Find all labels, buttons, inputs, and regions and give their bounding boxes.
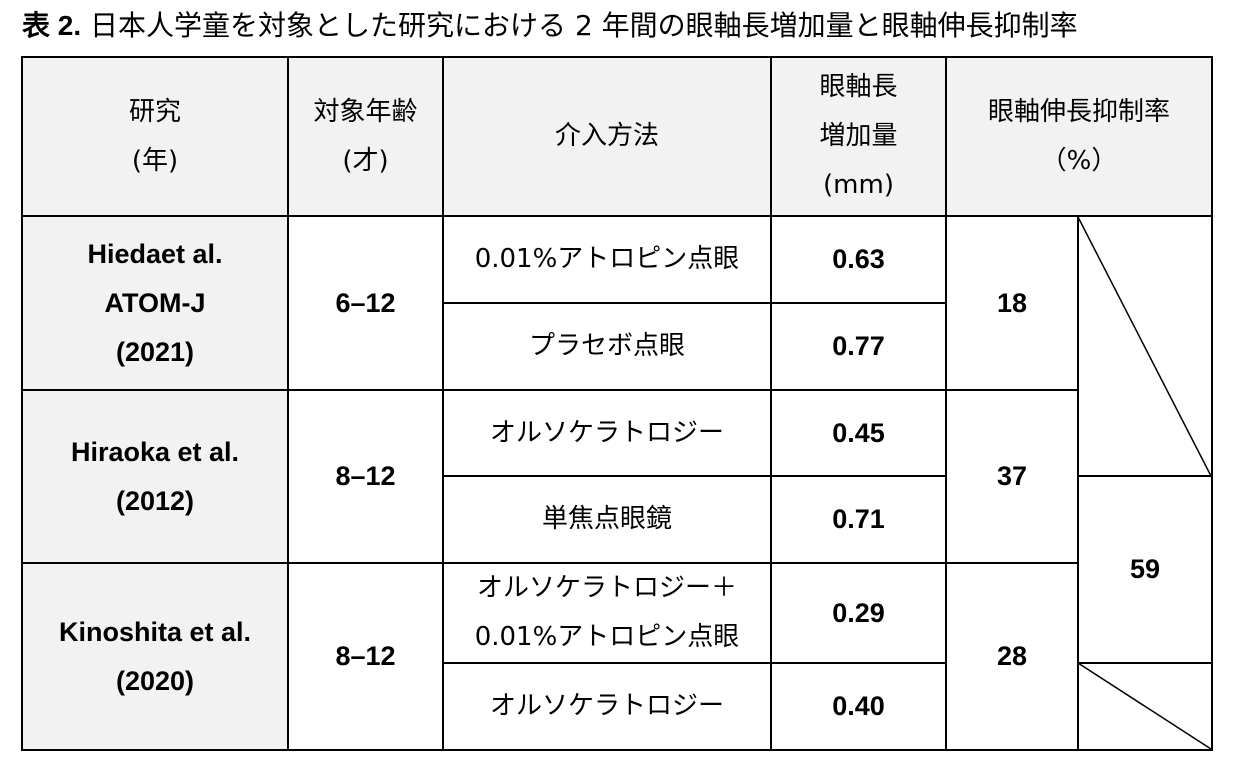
header-cell: 眼軸伸長抑制率 （%） <box>945 56 1213 217</box>
cell-text: 眼軸伸長抑制率 <box>987 96 1170 127</box>
study-name: Hiedaet al. ATOM-J (2021) <box>21 215 289 391</box>
axial-increase: 0.63 <box>770 215 947 304</box>
cell-text: (mm) <box>823 170 894 200</box>
table-title: 表 2. 日本人学童を対象とした研究における 2 年間の眼軸長増加量と眼軸伸長抑… <box>22 4 1078 44</box>
cell-text: 介入方法 <box>554 121 659 151</box>
cell-text: オルソケラトロジー <box>489 691 724 721</box>
cell-text: 0.29 <box>832 597 885 628</box>
empty-cell <box>1077 662 1213 751</box>
header-cell: 対象年齢 (才) <box>287 56 444 217</box>
cell-text: (才) <box>342 145 389 176</box>
diagonal <box>1077 662 1212 750</box>
cell-text: 0.77 <box>832 331 885 361</box>
cell-text: （%） <box>1040 145 1118 176</box>
study-name: Hiraoka et al. (2012) <box>21 389 289 564</box>
cell-text: Kinoshita et al. <box>58 616 252 647</box>
cell-text: Hiedaet al. <box>87 238 223 269</box>
cell-text: 眼軸長 <box>819 72 898 102</box>
cell-text: 0.01%アトロピン点眼 <box>474 244 740 274</box>
cell-text: 6–12 <box>335 287 396 318</box>
cell-text: オルソケラトロジー <box>489 417 724 448</box>
cell-text: (2020) <box>115 665 195 696</box>
cell-text: 28 <box>996 641 1028 671</box>
cell-text: 対象年齢 <box>313 96 418 127</box>
cell-text: 0.01%アトロピン点眼 <box>474 622 740 652</box>
diagonal <box>1077 216 1212 477</box>
cell-text: 0.71 <box>832 504 885 534</box>
cell-text: オルソケラトロジー＋ <box>476 573 737 603</box>
method: 0.01%アトロピン点眼 <box>442 215 772 304</box>
cell-text: (2021) <box>115 336 195 367</box>
cell-text: 8–12 <box>335 641 396 671</box>
cell-text: 研究 <box>128 96 181 127</box>
title-text: 日本人学童を対象とした研究における 2 年間の眼軸長増加量と眼軸伸長抑制率 <box>90 9 1078 42</box>
cell-text: 増加量 <box>819 121 898 151</box>
cell-text: 単焦点眼鏡 <box>541 504 672 534</box>
cell-text: Hiraoka et al. <box>70 436 240 467</box>
cell-text: 0.40 <box>832 691 885 721</box>
cell-text: 8–12 <box>335 461 396 491</box>
cell-text: (2012) <box>115 485 195 516</box>
cell-text: 37 <box>996 461 1028 491</box>
study-name: Kinoshita et al. (2020) <box>21 562 289 751</box>
cell-text: 0.63 <box>832 244 885 274</box>
title-label: 表 2. <box>22 10 82 41</box>
cell-text: (年) <box>131 145 179 176</box>
header-cell: 研究 (年) <box>21 56 289 217</box>
cell-text: プラセボ点眼 <box>528 331 685 361</box>
cell-text: ATOM-J <box>104 287 206 318</box>
cell-text: 59 <box>1129 554 1161 584</box>
method: オルソケラトロジー <box>442 662 772 751</box>
cell-text: 0.45 <box>832 417 885 448</box>
cell-text: 18 <box>996 287 1028 318</box>
combined-inhibition: 59 <box>1077 475 1213 664</box>
